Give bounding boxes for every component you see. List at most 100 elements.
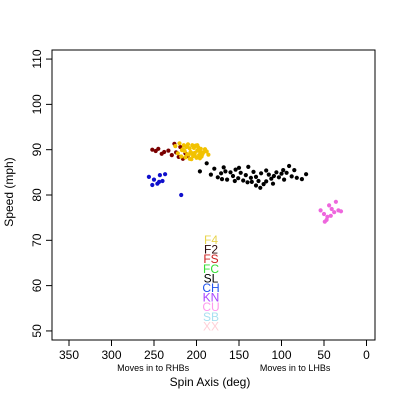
data-point [264, 179, 269, 184]
data-point [276, 175, 281, 180]
x-tick-label: 0 [363, 348, 370, 362]
data-point [243, 173, 248, 178]
data-point [333, 199, 338, 204]
data-point [328, 213, 333, 218]
data-point [204, 161, 209, 166]
data-point [281, 168, 286, 173]
points-layer [146, 141, 344, 224]
legend-entry: CH [202, 281, 219, 295]
data-point [179, 154, 184, 159]
legend-entry: SL [204, 271, 219, 285]
data-point [249, 179, 254, 184]
data-point [241, 178, 246, 183]
data-point [279, 171, 284, 176]
legend-entry: FC [203, 262, 219, 276]
data-point [245, 180, 250, 185]
data-point [246, 164, 251, 169]
data-point [325, 214, 330, 219]
data-point [230, 173, 236, 179]
data-point [233, 167, 238, 172]
data-point [166, 148, 171, 153]
data-point [253, 183, 259, 188]
data-point [289, 174, 294, 179]
data-point [179, 148, 185, 153]
y-tick-label: 70 [30, 233, 44, 247]
data-point [146, 174, 151, 179]
data-point [208, 172, 213, 177]
data-point [195, 143, 200, 148]
data-point [206, 152, 211, 157]
data-point [173, 144, 178, 149]
data-point [321, 211, 327, 217]
y-tick-label: 80 [30, 188, 44, 202]
data-point [150, 182, 155, 188]
x-tick-label: 350 [59, 348, 79, 362]
legend-entry: XX [203, 319, 219, 333]
y-tick-label: 100 [30, 94, 44, 114]
x-tick-label: 200 [186, 348, 206, 362]
annotation-rhb: Moves in to RHBs [117, 363, 190, 373]
y-tick-label: 110 [30, 49, 44, 68]
legend-entry: F4 [204, 233, 218, 247]
legend-entry: FS [203, 252, 218, 266]
data-point [332, 210, 337, 215]
data-point [232, 178, 237, 184]
data-point [185, 144, 190, 149]
legend-entry: SB [203, 310, 219, 324]
data-point [197, 156, 202, 161]
data-point [198, 146, 203, 151]
data-point [258, 185, 263, 190]
data-point [219, 177, 225, 182]
y-axis: 50 60 70 80 90 100 110 [30, 49, 52, 338]
data-point [162, 149, 167, 155]
x-tick-label: 50 [317, 348, 331, 362]
y-tick-label: 50 [30, 324, 44, 338]
data-point [248, 175, 253, 180]
data-point [157, 179, 162, 184]
data-point [151, 177, 157, 182]
y-tick-label: 90 [30, 143, 44, 157]
data-point [192, 153, 197, 158]
x-tick-label: 150 [229, 348, 249, 362]
data-point [221, 165, 226, 170]
data-point [238, 170, 243, 175]
data-point [253, 174, 259, 179]
legend-entry: CU [202, 300, 219, 314]
data-point [304, 172, 309, 177]
data-point [175, 151, 180, 156]
data-point [204, 149, 209, 154]
data-point [187, 156, 192, 161]
data-point [259, 171, 264, 176]
data-point [318, 208, 323, 213]
data-point [212, 166, 217, 171]
data-point [156, 146, 161, 151]
data-point [236, 176, 241, 181]
x-axis: 350 300 250 200 150 100 50 0 [59, 340, 370, 362]
data-point [157, 173, 162, 178]
data-point [266, 172, 271, 177]
data-point [160, 178, 165, 184]
annotation-lhb: Moves in to LHBs [260, 363, 331, 373]
legend-entry: F2 [204, 243, 218, 257]
y-tick-label: 60 [30, 279, 44, 293]
data-point [292, 168, 297, 173]
data-point [327, 203, 332, 208]
data-point [163, 172, 168, 177]
legend-entry: KN [203, 291, 220, 305]
data-point [270, 181, 276, 186]
data-point [228, 170, 233, 175]
x-axis-title: Spin Axis (deg) [170, 375, 251, 389]
data-point [274, 170, 279, 175]
data-point [225, 177, 230, 182]
data-point [215, 175, 220, 180]
data-point [223, 169, 228, 174]
data-point [329, 206, 334, 212]
data-point [150, 147, 155, 152]
data-point [236, 165, 242, 170]
data-point [179, 192, 184, 198]
data-point [322, 219, 327, 224]
data-point [287, 163, 292, 169]
